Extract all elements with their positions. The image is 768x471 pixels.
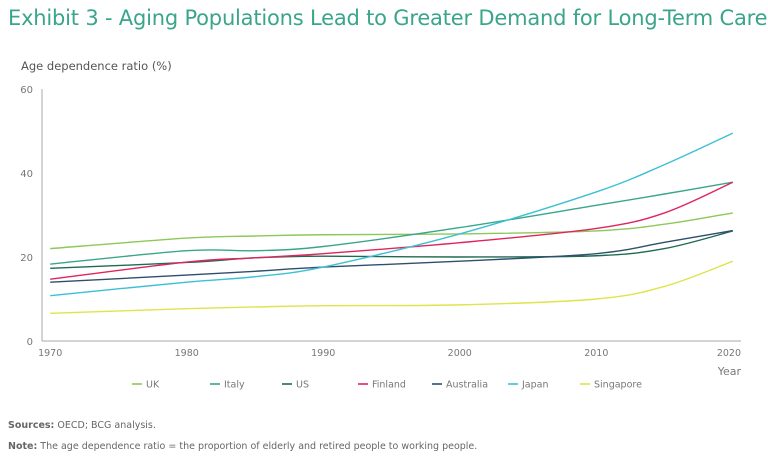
sources-text: OECD; BCG analysis. <box>57 420 156 431</box>
y-axis-label: Age dependence ratio (%) <box>21 59 172 73</box>
series-line-singapore <box>50 260 734 314</box>
series-line-uk <box>50 212 733 250</box>
legend-label-italy: Italy <box>224 380 245 391</box>
legend-label-australia: Australia <box>446 380 488 391</box>
legend-label-us: US <box>296 380 309 391</box>
legend-label-finland: Finland <box>372 380 406 391</box>
note-label: Note: <box>8 441 38 452</box>
sources-note: Sources: OECD; BCG analysis. <box>8 420 156 431</box>
series-line-japan <box>50 132 734 297</box>
legend-label-singapore: Singapore <box>594 380 642 391</box>
series-line-italy <box>50 181 733 265</box>
x-tick-label: 2020 <box>717 348 741 359</box>
x-tick-label: 2000 <box>448 348 472 359</box>
x-tick-label: 1980 <box>175 348 199 359</box>
x-tick-label: 1990 <box>311 348 335 359</box>
sources-label: Sources: <box>8 420 55 431</box>
definition-note: Note: The age dependence ratio = the pro… <box>8 441 477 452</box>
chart-title: Exhibit 3 - Aging Populations Lead to Gr… <box>8 6 768 30</box>
note-text: The age dependence ratio = the proportio… <box>40 441 478 452</box>
y-tick-label: 60 <box>20 85 33 96</box>
series-line-australia <box>50 229 733 283</box>
series-line-finland <box>50 181 734 280</box>
x-tick-label: 2010 <box>584 348 608 359</box>
y-tick-label: 40 <box>20 169 33 180</box>
legend-label-uk: UK <box>146 380 160 391</box>
x-tick-label: 1970 <box>38 348 62 359</box>
y-tick-label: 0 <box>27 337 33 348</box>
x-axis-label: Year <box>717 365 742 378</box>
legend-label-japan: Japan <box>521 380 549 391</box>
y-tick-label: 20 <box>20 253 33 264</box>
